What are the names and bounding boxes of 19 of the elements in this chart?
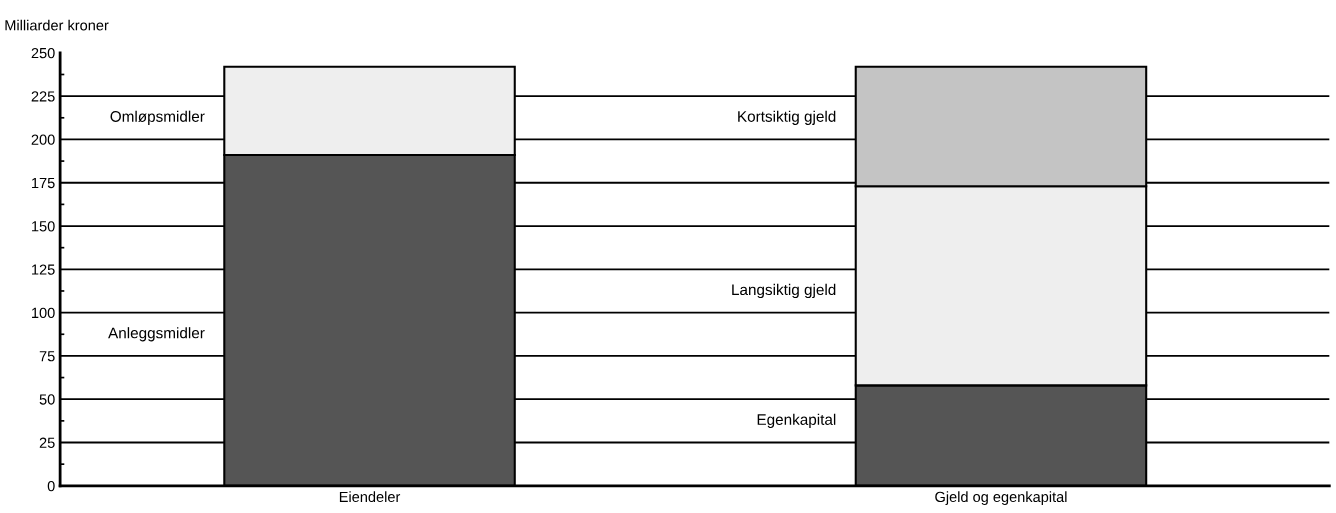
series-label: Kortsiktig gjeld: [738, 110, 836, 125]
x-tick-label: Gjeld og egenkapital: [935, 491, 1067, 505]
y-tick-label: 50: [39, 394, 55, 405]
y-tick-label: 175: [32, 177, 55, 189]
y-tick-label: 125: [32, 264, 55, 275]
y-tick-label: 250: [31, 47, 55, 59]
series-label: Langsiktig gjeld: [732, 283, 836, 299]
series-label: Egenkapital: [757, 413, 836, 428]
y-axis-title: Milliarder kroner: [5, 19, 109, 31]
x-tick-label: Eiendeler: [339, 491, 401, 503]
y-tick-label: 0: [47, 480, 55, 492]
series-label: Anleggsmidler: [108, 327, 205, 342]
series-label: Omløpsmidler: [110, 110, 205, 125]
y-tick-label: 225: [31, 91, 55, 102]
y-tick-label: 150: [32, 221, 55, 232]
y-tick-label: 100: [32, 307, 55, 319]
y-tick-label: 75: [39, 351, 55, 362]
y-tick-label: 200: [31, 134, 55, 145]
y-tick-label: 25: [39, 437, 55, 448]
